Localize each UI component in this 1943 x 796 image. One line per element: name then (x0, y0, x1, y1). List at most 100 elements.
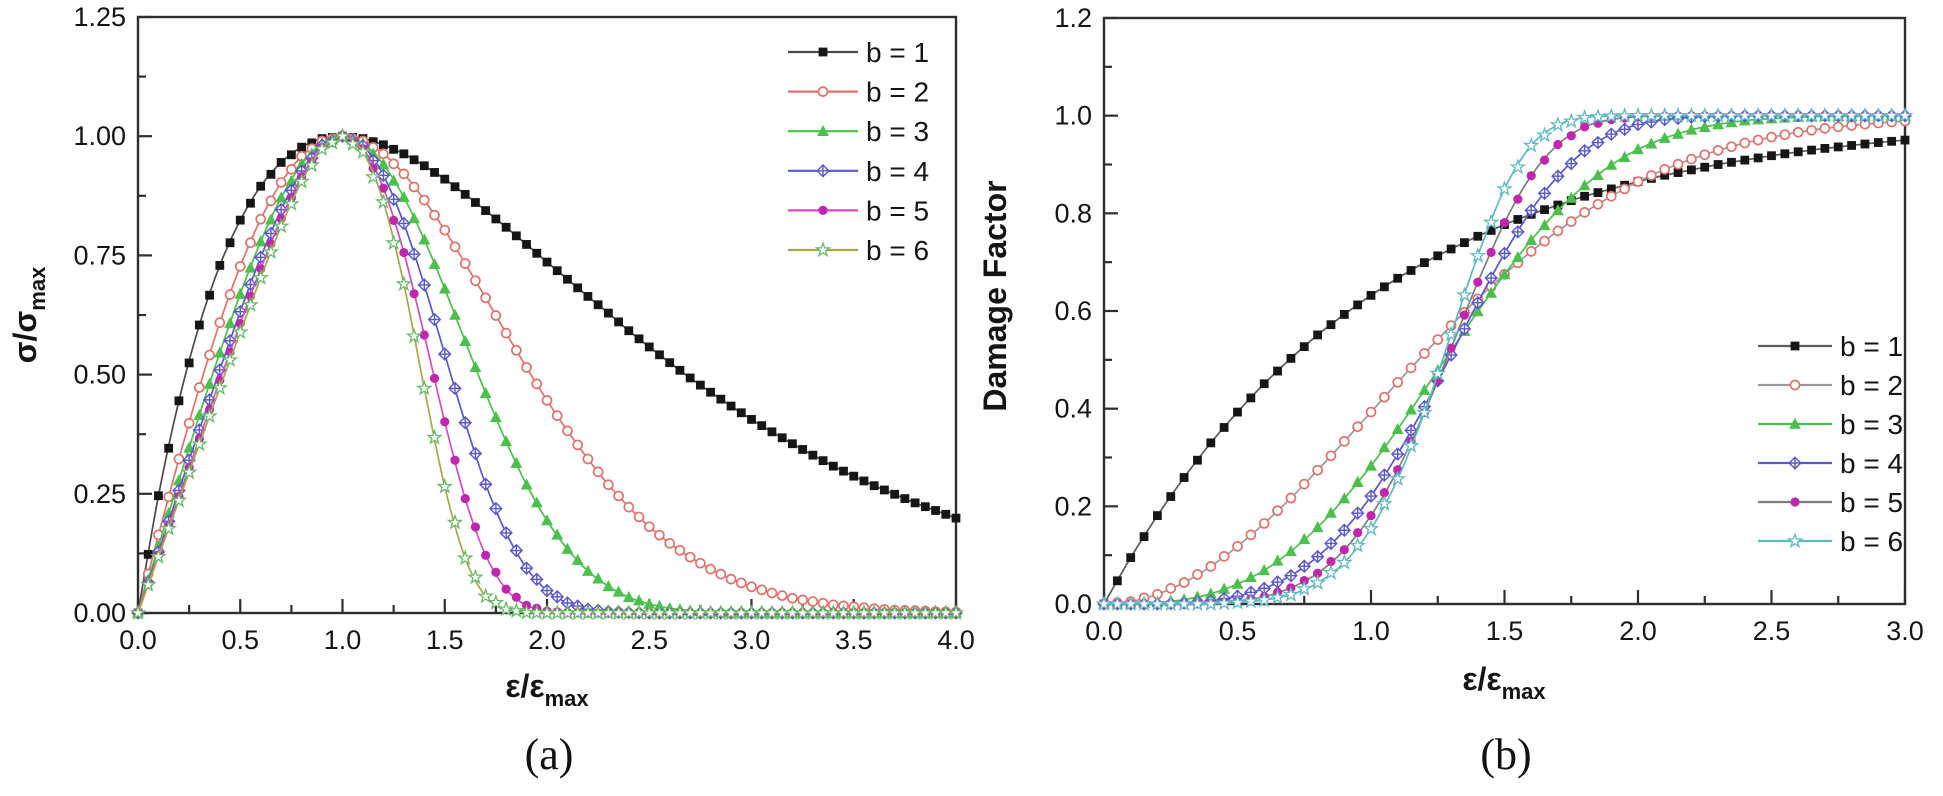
square-marker (839, 466, 848, 476)
circle-open-marker (1789, 379, 1801, 391)
star-open-marker (1642, 106, 1660, 123)
square-marker (818, 456, 828, 466)
square-marker (1246, 393, 1256, 403)
square-marker (1847, 141, 1856, 150)
triangle-marker (1244, 570, 1257, 582)
y-tick-label: 0.00 (73, 598, 126, 628)
triangle-marker (1204, 587, 1217, 599)
circle-open-marker (286, 164, 297, 175)
circle-open-marker (725, 573, 737, 585)
square-marker (297, 142, 306, 152)
circle-open-marker (1832, 121, 1844, 133)
circle-open-marker (480, 292, 492, 304)
circle-marker (1499, 217, 1510, 228)
triangle-marker (612, 585, 625, 597)
circle-open-marker (643, 521, 655, 533)
triangle-marker (489, 410, 502, 423)
square-marker (1860, 139, 1870, 149)
circle-open-marker (1272, 505, 1283, 517)
square-marker (542, 257, 552, 267)
circle-open-marker (1379, 391, 1390, 403)
square-marker (1593, 188, 1603, 197)
circle-open-marker (1312, 464, 1323, 476)
star-open-marker (446, 513, 464, 530)
circle-open-marker (183, 417, 195, 429)
star-open-marker (1135, 595, 1153, 612)
square-marker (1446, 244, 1456, 254)
chart-b: 0.0 0.5 1.0 1.5 2.0 2.5 3.0 0.0 0.2 0.4 0.6 0.8 1.0 1… (977, 3, 1924, 704)
triangle-marker (1618, 150, 1631, 162)
diamond-cross-marker (1788, 456, 1802, 470)
triangle-marker (1789, 417, 1801, 429)
triangle-marker (1365, 459, 1377, 471)
series-line (137, 135, 957, 614)
circle-marker (1526, 171, 1536, 181)
square-marker (1713, 160, 1723, 169)
legend-item: b = 4 (1758, 448, 1903, 479)
legend-label: b = 1 (866, 37, 929, 68)
circle-open-marker (684, 551, 696, 563)
square-marker (532, 248, 542, 258)
series-b=1 (1099, 135, 1910, 609)
circle-marker (1580, 122, 1590, 132)
circle-open-marker (224, 289, 236, 300)
star-open-marker (1215, 594, 1233, 611)
square-marker (522, 240, 531, 249)
y-axis-label: σ/σmax (7, 266, 50, 363)
circle-marker (1366, 511, 1376, 521)
star-open-marker (467, 568, 484, 585)
triangle-marker (254, 235, 267, 247)
star-open-marker (1856, 106, 1874, 123)
triangle-marker (1231, 577, 1244, 589)
diamond-cross-marker (1471, 295, 1485, 310)
legend-item: b = 5 (788, 195, 929, 226)
circle-marker (450, 455, 460, 465)
circle-open-marker (194, 382, 205, 393)
square-marker (624, 326, 634, 336)
square-marker (501, 222, 511, 232)
square-marker (747, 415, 756, 424)
square-marker (419, 161, 429, 171)
square-marker (880, 485, 889, 495)
circle-open-marker (296, 150, 307, 162)
square-marker (1353, 300, 1363, 310)
x-tick-label: 3.5 (835, 625, 873, 655)
square-marker (1126, 553, 1136, 563)
circle-open-marker (817, 86, 829, 97)
chart-a: 0.0 0.5 1.0 1.5 2.0 2.5 3.0 3.5 4.0 0.00 0.25 0.50 0… (7, 2, 975, 711)
triangle-marker (387, 174, 400, 186)
circle-marker (501, 584, 511, 594)
star-open-marker (211, 379, 229, 396)
square-marker (1286, 353, 1296, 363)
square-marker (634, 334, 644, 344)
series-markers (131, 129, 963, 620)
star-open-marker (272, 217, 290, 234)
square-marker (573, 283, 583, 293)
triangle-marker (1325, 506, 1337, 518)
series-line (1103, 120, 1906, 605)
circle-open-marker (1565, 216, 1577, 227)
circle-open-marker (1325, 450, 1337, 462)
square-marker (1366, 290, 1376, 300)
triangle-marker (1391, 422, 1404, 434)
star-open-marker (1629, 106, 1647, 123)
star-open-marker (252, 269, 270, 285)
diamond-cross-marker (448, 381, 462, 396)
star-open-marker (160, 519, 178, 536)
triangle-marker (1685, 123, 1698, 135)
circle-open-marker (787, 592, 798, 604)
legend: b = 1 b = 2 b = 3 b = 4 b = 5 b = 6 (1758, 331, 1903, 557)
square-marker (1513, 215, 1523, 224)
triangle-marker (1338, 492, 1351, 504)
star-open-marker (1162, 595, 1180, 612)
star-open-marker (1696, 106, 1714, 123)
square-marker (409, 155, 419, 165)
triangle-marker (1672, 127, 1684, 139)
circle-open-marker (807, 596, 819, 607)
circle-open-marker (1659, 164, 1671, 175)
x-tick-label: 1.5 (1486, 616, 1524, 646)
star-open-marker (1229, 593, 1246, 610)
x-axis-label: ε/εmax (505, 668, 589, 711)
circle-open-marker (1552, 225, 1564, 237)
triangle-marker (1498, 268, 1511, 280)
